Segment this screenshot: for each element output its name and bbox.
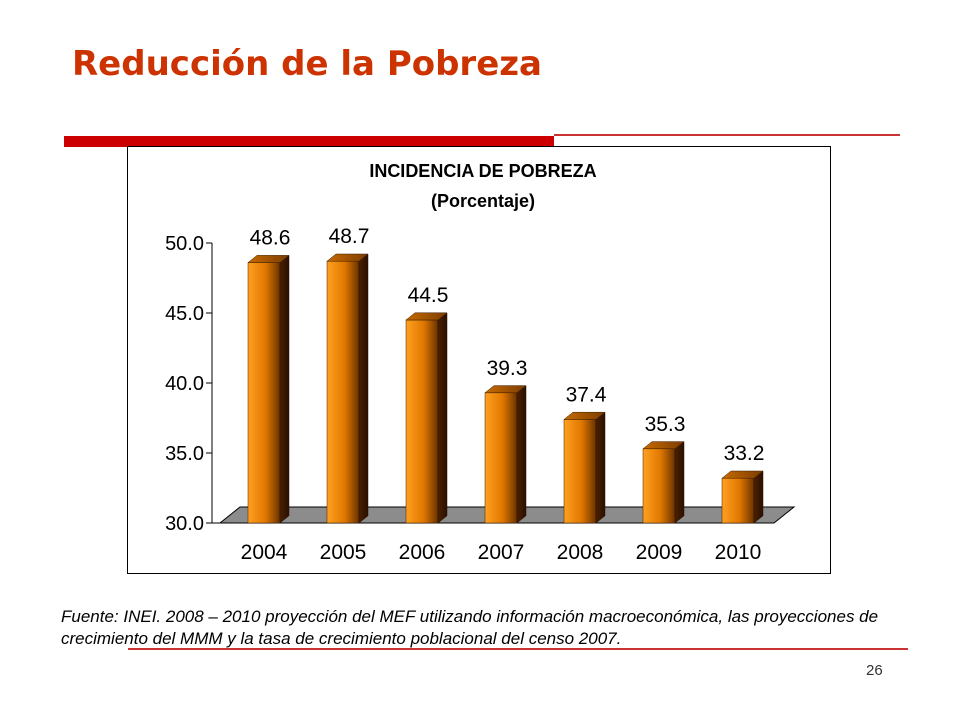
- x-tick-label: 2008: [557, 541, 604, 564]
- bar-2006: [405, 319, 439, 524]
- y-tick-label: 40.0: [165, 373, 204, 395]
- data-label: 48.7: [329, 225, 370, 248]
- chart-frame: INCIDENCIA DE POBREZA (Porcentaje) 30.0 3…: [127, 146, 831, 574]
- bar-top-2010: [721, 470, 764, 479]
- bar-2010: [721, 477, 755, 524]
- data-label: 39.3: [487, 357, 528, 380]
- poverty-bar-chart: INCIDENCIA DE POBREZA (Porcentaje) 30.0 3…: [165, 161, 796, 564]
- bar-top-2006: [405, 312, 448, 321]
- bar-top-2008: [563, 411, 606, 420]
- data-label: 37.4: [566, 383, 607, 406]
- bar-side-2005: [358, 253, 369, 524]
- chart-title: INCIDENCIA DE POBREZA: [369, 161, 596, 181]
- bar-side-2006: [437, 312, 448, 524]
- bar-2007: [484, 392, 518, 524]
- x-tick-label: 2005: [320, 541, 367, 564]
- source-note: Fuente: INEI. 2008 – 2010 proyección del…: [61, 607, 879, 648]
- title-accent-line: [554, 134, 900, 136]
- slide-title: Reducción de la Pobreza: [72, 44, 542, 84]
- bar-side-2010: [753, 470, 764, 524]
- bar-side-2004: [279, 254, 290, 524]
- chart-subtitle: (Porcentaje): [431, 191, 535, 211]
- y-tick-label: 35.0: [165, 443, 204, 465]
- data-label: 44.5: [408, 284, 449, 307]
- bar-top-2005: [326, 253, 369, 262]
- bar-top-2009: [642, 441, 685, 450]
- x-tick-label: 2007: [478, 541, 525, 564]
- x-tick-label: 2009: [636, 541, 683, 564]
- data-label: 48.6: [250, 227, 291, 250]
- bar-2009: [642, 448, 676, 524]
- bar-2008: [563, 419, 597, 524]
- bar-side-2007: [516, 385, 527, 524]
- page-number: 26: [866, 662, 883, 679]
- y-tick-label: 30.0: [165, 513, 204, 535]
- x-tick-label: 2006: [399, 541, 446, 564]
- data-label: 33.2: [724, 442, 765, 465]
- x-tick-label: 2004: [241, 541, 288, 564]
- bar-side-2008: [595, 411, 606, 524]
- footer-accent-line: [128, 648, 908, 650]
- x-tick-label: 2010: [715, 541, 762, 564]
- y-tick-label: 45.0: [165, 303, 204, 325]
- bar-top-2007: [484, 385, 527, 394]
- bar-2004: [247, 262, 281, 524]
- data-label: 35.3: [645, 413, 686, 436]
- y-tick-label: 50.0: [165, 233, 204, 255]
- title-accent-bar: [64, 136, 554, 147]
- bar-2005: [326, 260, 360, 524]
- bar-side-2009: [674, 441, 685, 524]
- bar-top-2004: [247, 255, 290, 263]
